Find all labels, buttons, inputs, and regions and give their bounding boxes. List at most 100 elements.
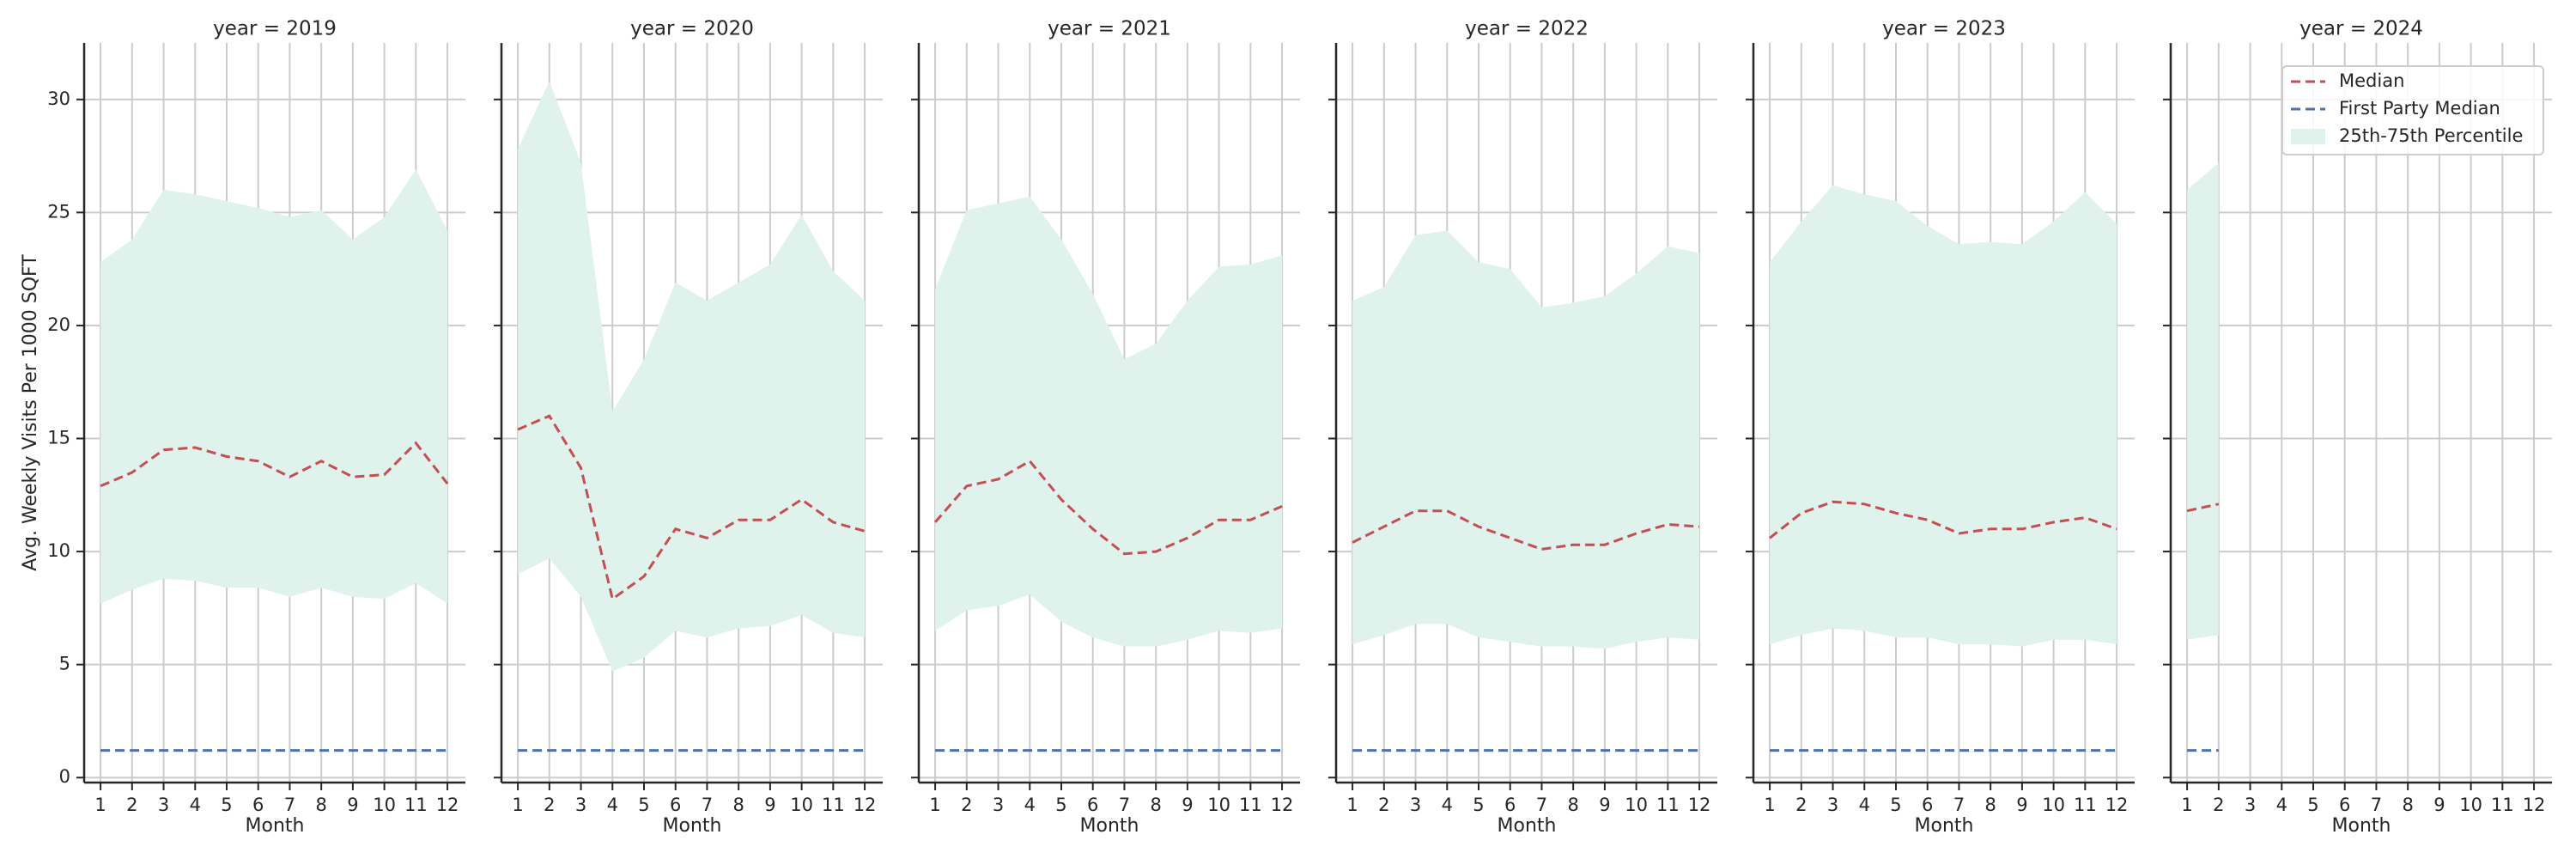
- y-tick-label: 15: [47, 427, 70, 448]
- x-tick-label: 1: [512, 795, 523, 815]
- x-tick-label: 7: [2371, 795, 2382, 815]
- x-tick-label: 5: [2307, 795, 2318, 815]
- y-tick-label: 30: [47, 88, 70, 109]
- panel-title: year = 2021: [1048, 18, 1171, 40]
- x-tick-label: 5: [221, 795, 232, 815]
- x-tick-label: 4: [607, 795, 618, 815]
- x-tick-label: 8: [1150, 795, 1161, 815]
- line: [2186, 503, 2220, 513]
- x-tick-label: 11: [2491, 795, 2514, 815]
- legend-swatch: [2291, 129, 2325, 144]
- x-tick-label: 10: [2042, 795, 2065, 815]
- x-axis-label: Month: [1498, 815, 1557, 837]
- x-tick-label: 7: [284, 795, 295, 815]
- x-tick-label: 11: [404, 795, 428, 815]
- x-tick-label: 8: [2402, 795, 2413, 815]
- x-tick-label: 6: [1504, 795, 1516, 815]
- y-axis-label: Avg. Weekly Visits Per 1000 SQFT: [20, 254, 41, 571]
- x-tick-label: 11: [1239, 795, 1262, 815]
- x-tick-label: 5: [638, 795, 649, 815]
- x-tick-label: 6: [252, 795, 264, 815]
- x-tick-label: 3: [1827, 795, 1838, 815]
- panel-title: year = 2020: [630, 18, 754, 40]
- x-tick-label: 4: [1024, 795, 1036, 815]
- x-tick-label: 4: [190, 795, 201, 815]
- x-tick-label: 9: [2433, 795, 2445, 815]
- x-tick-label: 5: [1890, 795, 1901, 815]
- x-tick-label: 12: [854, 795, 877, 815]
- x-tick-label: 2: [961, 795, 972, 815]
- x-tick-label: 1: [1764, 795, 1775, 815]
- y-tick-label: 25: [47, 201, 70, 222]
- x-tick-label: 3: [575, 795, 586, 815]
- legend-box: [2281, 65, 2544, 155]
- x-tick-label: 1: [1346, 795, 1358, 815]
- x-axis-label: Month: [1915, 815, 1974, 837]
- panel-title: year = 2022: [1465, 18, 1589, 40]
- x-tick-label: 3: [2245, 795, 2256, 815]
- x-tick-label: 10: [1207, 795, 1230, 815]
- x-tick-label: 6: [1922, 795, 1933, 815]
- x-tick-label: 11: [1656, 795, 1680, 815]
- y-tick-label: 20: [47, 314, 70, 335]
- percentile-band: [518, 81, 866, 672]
- x-tick-label: 6: [2339, 795, 2350, 815]
- x-tick-label: 6: [1087, 795, 1098, 815]
- x-tick-label: 9: [347, 795, 358, 815]
- x-tick-label: 10: [1625, 795, 1648, 815]
- x-tick-label: 11: [2074, 795, 2097, 815]
- x-tick-label: 8: [315, 795, 326, 815]
- line: [933, 459, 1283, 556]
- x-axis-label: Month: [2332, 815, 2391, 837]
- x-tick-label: 10: [373, 795, 396, 815]
- line: [100, 441, 449, 488]
- x-tick-label: 7: [702, 795, 713, 815]
- y-tick-label: 10: [47, 540, 70, 561]
- x-tick-label: 12: [1688, 795, 1711, 815]
- x-tick-label: 2: [126, 795, 137, 815]
- percentile-band: [2187, 162, 2219, 640]
- panel-title: year = 2019: [213, 18, 337, 40]
- x-tick-label: 12: [436, 795, 459, 815]
- x-axis-label: Month: [1080, 815, 1139, 837]
- line: [1352, 509, 1700, 551]
- x-axis-label: Month: [663, 815, 722, 837]
- percentile-band: [1770, 185, 2117, 647]
- x-tick-label: 8: [1984, 795, 1996, 815]
- x-tick-label: 5: [1055, 795, 1066, 815]
- x-tick-label: 6: [670, 795, 681, 815]
- x-axis-label: Month: [246, 815, 305, 837]
- x-tick-label: 3: [1410, 795, 1421, 815]
- x-tick-label: 11: [822, 795, 845, 815]
- x-tick-label: 4: [1859, 795, 1870, 815]
- x-tick-label: 1: [94, 795, 106, 815]
- x-tick-label: 9: [1182, 795, 1193, 815]
- x-tick-label: 10: [790, 795, 813, 815]
- percentile-band: [1352, 230, 1700, 649]
- x-tick-label: 2: [2213, 795, 2224, 815]
- panel-title: year = 2023: [1882, 18, 2006, 40]
- legend-label: 25th-75th Percentile: [2339, 125, 2523, 146]
- x-tick-label: 12: [2523, 795, 2546, 815]
- x-tick-label: 9: [1599, 795, 1610, 815]
- x-tick-label: 9: [764, 795, 775, 815]
- legend-label: First Party Median: [2339, 98, 2500, 119]
- x-tick-label: 3: [158, 795, 169, 815]
- x-tick-label: 8: [732, 795, 744, 815]
- x-tick-label: 4: [2276, 795, 2287, 815]
- percentile-band: [935, 196, 1283, 647]
- x-tick-label: 7: [1953, 795, 1965, 815]
- x-tick-label: 7: [1536, 795, 1547, 815]
- x-tick-label: 2: [1378, 795, 1389, 815]
- percentile-band: [100, 169, 448, 604]
- line: [517, 414, 866, 601]
- x-tick-label: 7: [1119, 795, 1130, 815]
- legend-label: Median: [2339, 70, 2404, 91]
- y-tick-label: 5: [59, 654, 70, 674]
- panel-title: year = 2024: [2300, 18, 2423, 40]
- x-tick-label: 8: [1567, 795, 1578, 815]
- y-tick-label: 0: [59, 766, 70, 787]
- x-tick-label: 3: [993, 795, 1004, 815]
